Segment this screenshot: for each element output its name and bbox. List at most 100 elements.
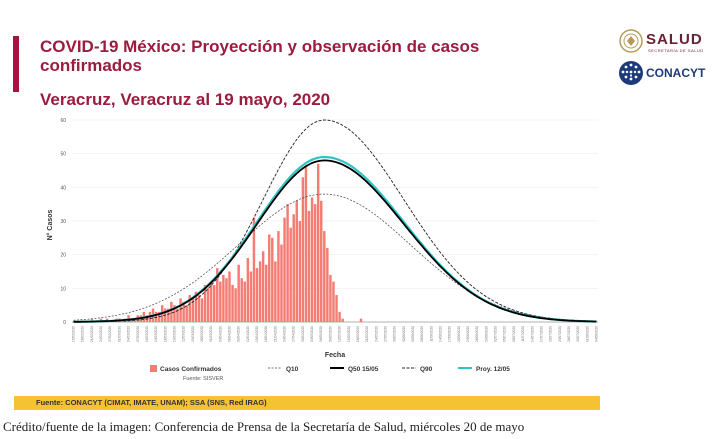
bar-23/04/2020 xyxy=(280,244,283,322)
x-tick-label: 17/07/2020 xyxy=(539,326,543,342)
bar-25/04/2020 xyxy=(286,204,289,322)
y-tick-label-30: 30 xyxy=(60,219,66,225)
x-tick-label: 27/04/2020 xyxy=(292,326,296,342)
x-tick-label: 20/07/2020 xyxy=(549,326,553,342)
x-tick-label: 21/05/2020 xyxy=(365,326,369,342)
x-tick-label: 02/07/2020 xyxy=(494,326,498,342)
legend-casos-label: Casos Confirmados xyxy=(160,366,222,373)
x-tick-label: 21/04/2020 xyxy=(273,326,277,342)
x-axis: 15/02/2020 18/02/2020 21/02/2020 24/02/2020… xyxy=(72,326,599,342)
projection-curves xyxy=(73,119,597,323)
x-tick-label: 14/06/2020 xyxy=(439,326,443,342)
x-tick-label: 04/08/2020 xyxy=(594,326,598,342)
bar-30/03/2020 xyxy=(206,288,210,322)
bar-02/05/2020 xyxy=(307,210,311,322)
x-tick-label: 29/07/2020 xyxy=(576,326,580,342)
salud-seal-icon xyxy=(619,29,643,53)
x-tick-label: 05/07/2020 xyxy=(503,326,507,342)
bar-10/05/2020 xyxy=(332,281,335,322)
x-tick-label: 30/04/2020 xyxy=(301,326,305,342)
y-tick-label-0: 0 xyxy=(63,320,66,326)
x-tick-label: 12/04/2020 xyxy=(246,326,250,342)
bar-27/03/2020 xyxy=(197,295,201,322)
conacyt-logo-text: CONACYT xyxy=(646,66,706,80)
x-tick-label: 19/03/2020 xyxy=(172,326,176,342)
bar-04/05/2020 xyxy=(313,204,317,322)
bar-10/04/2020 xyxy=(240,278,243,322)
salud-logo: SALUD SECRETARÍA DE SALUD xyxy=(618,28,708,54)
source-bar: Fuente: CONACYT (CIMAT, IMATE, UNAM); SS… xyxy=(14,396,600,410)
bar-20/04/2020 xyxy=(271,237,274,322)
bar-22/03/2020 xyxy=(182,301,185,322)
x-tick-label: 15/05/2020 xyxy=(347,326,351,342)
bar-08/05/2020 xyxy=(326,247,329,322)
bar-14/04/2020 xyxy=(252,217,256,322)
x-tick-label: 05/06/2020 xyxy=(411,326,415,342)
conacyt-logo: CONACYT xyxy=(618,60,714,88)
x-tick-label: 21/02/2020 xyxy=(90,326,94,342)
x-tick-label: 09/04/2020 xyxy=(237,326,241,342)
bar-06/04/2020 xyxy=(228,271,231,322)
x-tick-label: 01/03/2020 xyxy=(117,326,121,342)
x-tick-label: 26/07/2020 xyxy=(567,326,571,342)
bar-05/04/2020 xyxy=(225,278,228,322)
x-tick-label: 29/06/2020 xyxy=(484,326,488,342)
conacyt-globe-icon xyxy=(619,61,643,85)
bar-21/04/2020 xyxy=(274,261,277,322)
bar-02/04/2020 xyxy=(216,268,219,322)
bar-28/04/2020 xyxy=(295,200,298,322)
y-tick-label-20: 20 xyxy=(60,253,66,259)
bar-09/05/2020 xyxy=(329,274,332,322)
source-text: Fuente: CONACYT (CIMAT, IMATE, UNAM); SS… xyxy=(36,398,267,407)
x-tick-label: 17/06/2020 xyxy=(448,326,452,342)
image-credit: Crédito/fuente de la imagen: Conferencia… xyxy=(3,419,525,434)
bar-21/03/2020 xyxy=(179,298,182,322)
x-tick-label: 22/03/2020 xyxy=(182,326,186,342)
bar-24/04/2020 xyxy=(283,217,286,322)
bar-30/04/2020 xyxy=(301,177,305,322)
accent-bar xyxy=(13,36,19,92)
legend-q50-label: Q50 15/05 xyxy=(348,366,379,373)
bar-17/04/2020 xyxy=(261,251,265,322)
x-tick-label: 03/04/2020 xyxy=(218,326,222,342)
bar-12/05/2020 xyxy=(338,311,341,322)
bar-03/05/2020 xyxy=(310,197,314,322)
chart-gridlines xyxy=(72,119,598,323)
x-tick-label: 02/06/2020 xyxy=(402,326,406,342)
x-tick-label: 09/05/2020 xyxy=(328,326,332,342)
x-tick-label: 28/03/2020 xyxy=(200,326,204,342)
bar-24/03/2020 xyxy=(188,295,191,322)
salud-logo-text: SALUD xyxy=(646,31,703,48)
bar-03/04/2020 xyxy=(219,281,222,322)
bar-28/03/2020 xyxy=(200,298,204,322)
x-tick-label: 23/07/2020 xyxy=(558,326,562,342)
y-tick-label-40: 40 xyxy=(60,185,66,191)
bar-01/05/2020 xyxy=(304,167,308,322)
bar-15/04/2020 xyxy=(255,268,259,322)
bar-05/05/2020 xyxy=(316,163,320,322)
chart-legend: Casos Confirmados Fuente: SISVER Q10 Q50 15… xyxy=(150,365,510,382)
bar-07/04/2020 xyxy=(231,284,234,322)
x-tick-label: 10/03/2020 xyxy=(145,326,149,342)
bar-18/03/2020 xyxy=(170,301,173,322)
bar-22/04/2020 xyxy=(277,231,280,322)
y-tick-label-10: 10 xyxy=(60,286,66,292)
legend-casos-swatch xyxy=(150,365,157,372)
x-tick-label: 25/03/2020 xyxy=(191,326,195,342)
x-tick-label: 07/03/2020 xyxy=(136,326,140,342)
x-tick-label: 06/05/2020 xyxy=(319,326,323,342)
salud-logo-subtext: SECRETARÍA DE SALUD xyxy=(648,48,704,53)
x-tick-label: 23/06/2020 xyxy=(466,326,470,342)
bar-13/04/2020 xyxy=(249,271,253,322)
x-tick-label: 27/02/2020 xyxy=(108,326,112,342)
x-axis-label: Fecha xyxy=(325,352,345,359)
x-tick-label: 03/05/2020 xyxy=(310,326,314,342)
x-tick-label: 04/03/2020 xyxy=(127,326,131,342)
y-tick-label-50: 50 xyxy=(60,152,66,158)
x-tick-label: 13/03/2020 xyxy=(154,326,158,342)
legend-q10-label: Q10 xyxy=(286,366,299,373)
curve-proy-12-05 xyxy=(73,155,597,323)
x-tick-label: 30/05/2020 xyxy=(393,326,397,342)
bar-08/04/2020 xyxy=(234,288,237,322)
x-tick-label: 26/06/2020 xyxy=(475,326,479,342)
